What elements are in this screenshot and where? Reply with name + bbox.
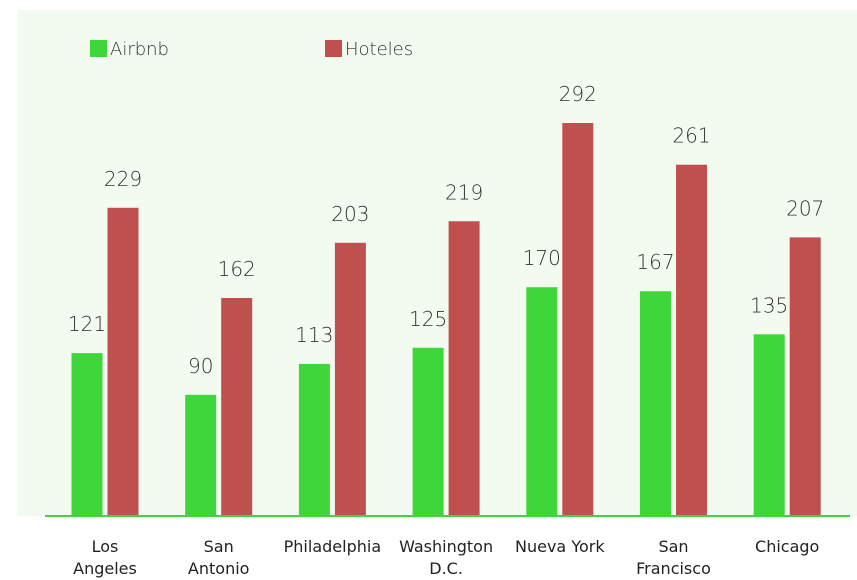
- bar: [107, 207, 139, 517]
- bar: [562, 123, 594, 516]
- bar: [185, 394, 217, 516]
- x-tick-label: Nueva York: [515, 537, 605, 556]
- bar: [526, 287, 558, 516]
- bar: [71, 353, 103, 516]
- data-label: 162: [218, 257, 256, 281]
- data-label: 125: [409, 307, 447, 331]
- bar: [298, 363, 330, 516]
- data-label: 261: [672, 124, 710, 148]
- x-tick-label: San Antonio: [187, 537, 250, 578]
- data-label: 207: [786, 196, 824, 220]
- legend-label: Airbnb: [110, 39, 169, 60]
- bar: [412, 347, 444, 516]
- data-label: 113: [295, 323, 333, 347]
- x-tick-label: Washington D.C.: [399, 537, 494, 578]
- x-tick-label: Los Angeles: [73, 537, 137, 578]
- bar: [448, 221, 480, 516]
- legend-swatch: [325, 40, 342, 57]
- bar: [334, 242, 366, 516]
- legend-swatch: [90, 40, 107, 57]
- x-tick-label: San Francisco: [636, 537, 711, 578]
- data-label: 203: [331, 202, 369, 226]
- data-label: 170: [523, 246, 561, 270]
- bar: [789, 237, 821, 516]
- data-label: 219: [445, 180, 483, 204]
- bar: [676, 164, 707, 516]
- x-tick-label: Philadelphia: [283, 537, 382, 556]
- data-label: 292: [559, 82, 597, 106]
- x-tick-label: Chicago: [755, 537, 820, 556]
- data-label: 121: [68, 312, 106, 336]
- data-label: 229: [104, 167, 142, 191]
- data-label: 167: [636, 250, 674, 274]
- data-label: 90: [188, 354, 213, 378]
- legend-label: Hoteles: [345, 39, 413, 60]
- data-label: 135: [750, 293, 788, 317]
- bar: [221, 297, 253, 516]
- bar: [753, 334, 785, 516]
- bar: [640, 291, 671, 516]
